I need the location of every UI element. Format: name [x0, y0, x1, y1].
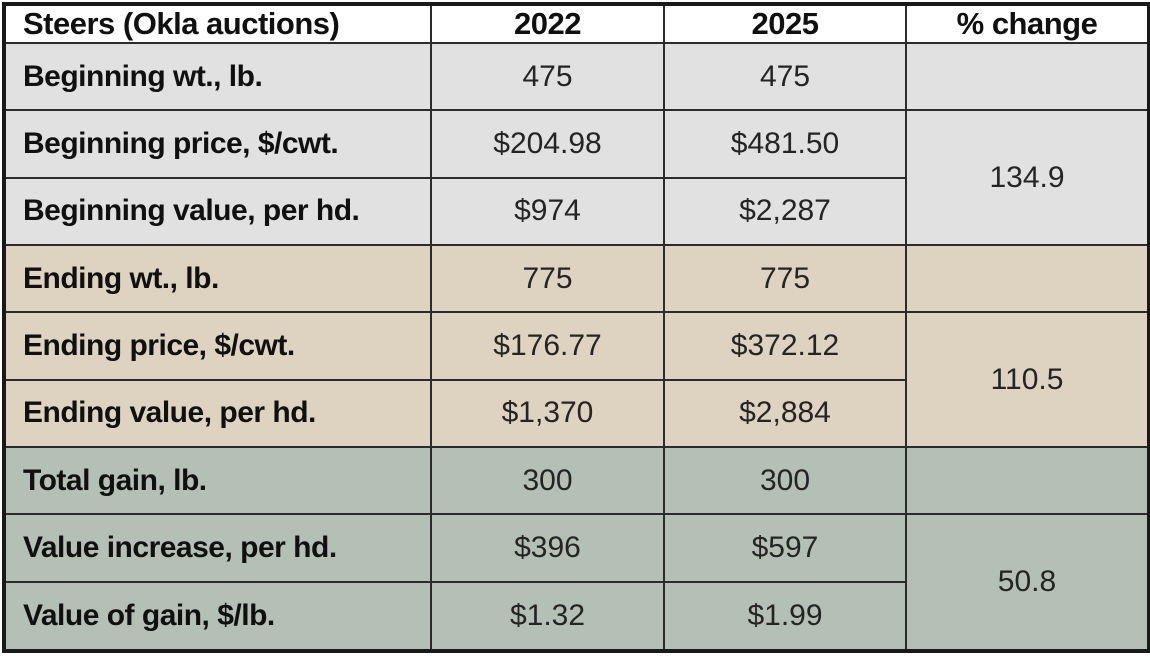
row-label: Total gain, lb. — [3, 446, 432, 516]
value-2025: $597 — [663, 513, 907, 583]
row-label: Beginning value, per hd. — [3, 176, 432, 247]
table-row-beginning-price: Beginning price, $/cwt. $204.98 $481.50 … — [3, 109, 1150, 247]
value-2022: 475 — [430, 41, 665, 112]
value-2022: $1,370 — [430, 378, 665, 449]
value-2025: $2,884 — [663, 378, 907, 449]
row-label: Beginning wt., lb. — [3, 41, 432, 112]
value-2025: $2,287 — [663, 176, 907, 247]
table-row-ending-wt: Ending wt., lb. 775 775 — [3, 244, 1150, 314]
header-pct-change: % change — [905, 3, 1150, 44]
pct-change-empty — [905, 244, 1150, 314]
table-row-ending-price: Ending price, $/cwt. $176.77 $372.12 110… — [3, 311, 1150, 449]
value-2025: $1.99 — [663, 580, 907, 653]
value-2022: $974 — [430, 176, 665, 247]
table-row-total-gain: Total gain, lb. 300 300 — [3, 446, 1150, 516]
value-2022: 300 — [430, 446, 665, 516]
row-label: Ending price, $/cwt. — [3, 311, 432, 381]
pct-change-value: 134.9 — [905, 109, 1150, 247]
table-row-value-increase: Value increase, per hd. $396 $597 50.8 — [3, 513, 1150, 652]
value-2022: $396 — [430, 513, 665, 583]
pct-change-empty — [905, 41, 1150, 112]
pct-change-value: 110.5 — [905, 311, 1150, 449]
table-row-beginning-value: Beginning value, per hd. $974 $2,287 — [3, 176, 1149, 247]
value-2025: $481.50 — [663, 109, 907, 179]
value-2025: 775 — [663, 244, 907, 314]
header-2022: 2022 — [430, 3, 665, 44]
value-2022: $1.32 — [430, 580, 665, 653]
value-2025: 300 — [663, 446, 907, 516]
value-2022: 775 — [430, 244, 665, 314]
pct-change-empty — [905, 446, 1150, 516]
value-2022: $176.77 — [430, 311, 665, 381]
table-title: Steers (Okla auctions) — [3, 3, 432, 44]
table-row-beginning-wt: Beginning wt., lb. 475 475 — [3, 41, 1150, 112]
value-2025: $372.12 — [663, 311, 907, 381]
pct-change-value: 50.8 — [905, 513, 1150, 652]
value-2022: $204.98 — [430, 109, 665, 179]
row-label: Value of gain, $/lb. — [3, 580, 432, 653]
row-label: Value increase, per hd. — [3, 513, 432, 583]
value-2025: 475 — [663, 41, 907, 112]
header-2025: 2025 — [663, 3, 907, 44]
row-label: Beginning price, $/cwt. — [3, 109, 432, 179]
table-row-ending-value: Ending value, per hd. $1,370 $2,884 — [3, 378, 1149, 449]
row-label: Ending value, per hd. — [3, 378, 432, 449]
row-label: Ending wt., lb. — [3, 244, 432, 314]
table-row-value-of-gain: Value of gain, $/lb. $1.32 $1.99 — [3, 580, 1149, 653]
header-row: Steers (Okla auctions) 2022 2025 % chang… — [3, 3, 1150, 44]
